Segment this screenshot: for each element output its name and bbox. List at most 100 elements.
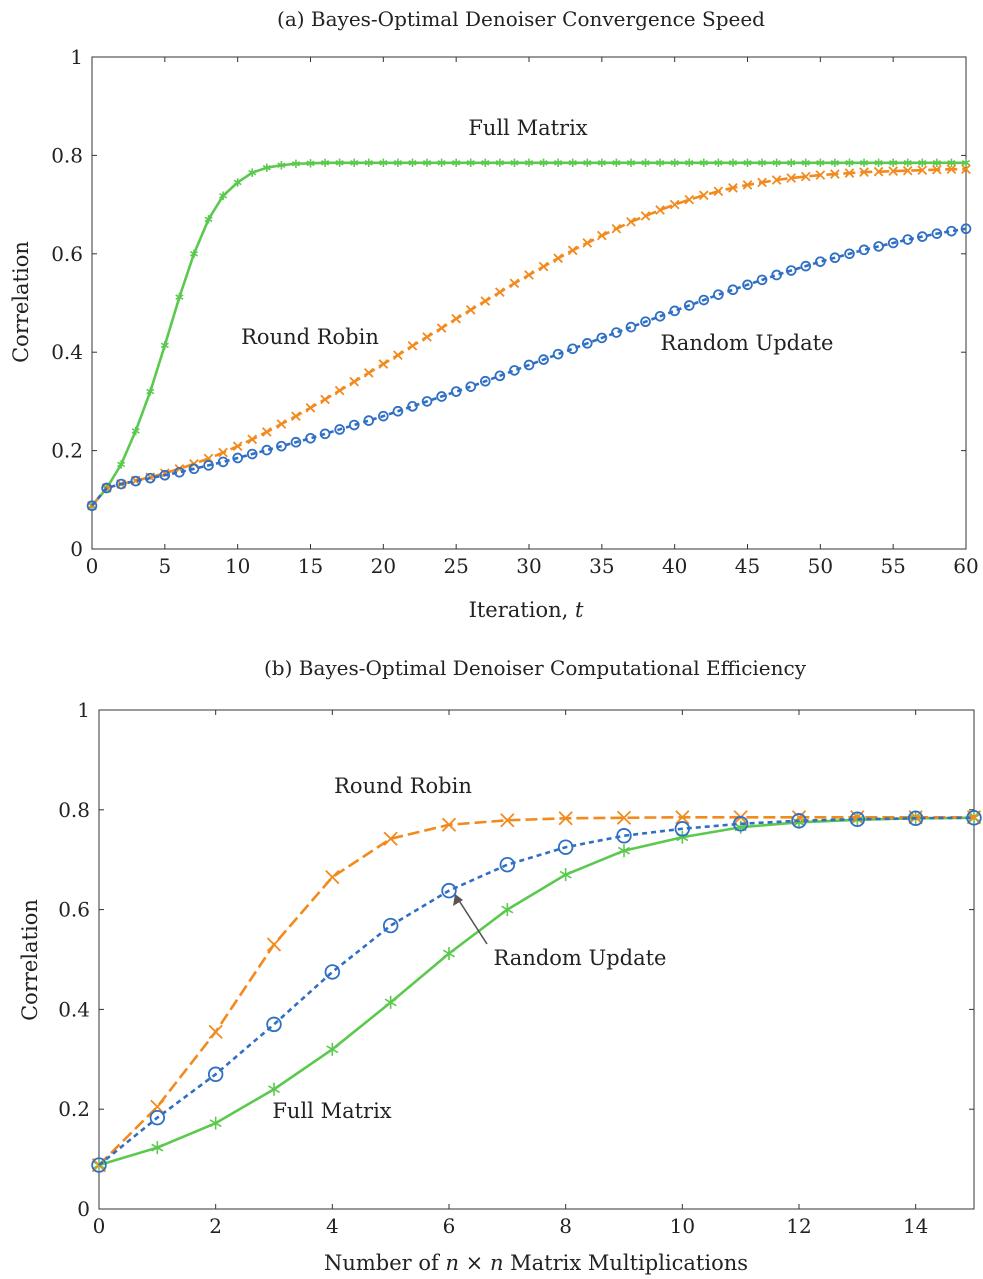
series-line-round-robin [90, 167, 966, 507]
data-point [728, 158, 737, 167]
data-point [888, 166, 899, 176]
data-point [325, 870, 340, 885]
data-point [907, 810, 924, 827]
data-point [771, 175, 782, 185]
data-point [175, 292, 184, 302]
data-point [291, 159, 300, 168]
data-point [437, 158, 446, 167]
data-point [889, 158, 898, 167]
data-point [276, 419, 287, 429]
data-point [393, 158, 402, 167]
data-point [246, 448, 258, 460]
data-point [363, 415, 375, 426]
x-axis-label: Iteration, t [469, 598, 584, 622]
data-point [800, 260, 812, 272]
chart-panel-a: (a) Bayes-Optimal Denoiser Convergence S… [9, 7, 979, 622]
data-point [494, 370, 506, 382]
data-point [670, 158, 679, 167]
data-point [203, 460, 214, 471]
data-point [144, 472, 156, 484]
data-point [451, 313, 462, 324]
data-point [150, 1099, 165, 1114]
series-random-update [86, 223, 972, 512]
data-point [219, 191, 228, 200]
data-point [874, 158, 883, 167]
data-point [932, 164, 942, 175]
data-point [830, 169, 840, 179]
data-point [727, 284, 739, 296]
x-tick-label: 6 [443, 1214, 456, 1238]
data-point [392, 405, 404, 417]
data-point [966, 810, 982, 826]
data-point [324, 964, 341, 980]
data-point [276, 440, 287, 452]
x-tick-label: 50 [808, 554, 833, 578]
chart-panel-b: (b) Bayes-Optimal Denoiser Computational… [18, 656, 982, 1275]
data-point [117, 460, 126, 469]
data-point [931, 228, 943, 239]
data-point [554, 158, 563, 167]
data-point [86, 500, 98, 512]
data-point [538, 261, 549, 272]
data-point [247, 434, 258, 445]
data-point [845, 158, 854, 167]
data-point [501, 903, 514, 917]
y-tick-label: 0.6 [58, 898, 90, 922]
data-point [742, 180, 753, 190]
data-point [290, 436, 302, 448]
data-point [873, 166, 884, 177]
data-point [772, 158, 781, 167]
data-point [596, 230, 607, 241]
data-point [815, 170, 826, 180]
plot-area [86, 158, 972, 512]
data-point [160, 341, 169, 350]
data-point [499, 856, 516, 873]
data-point [334, 385, 345, 396]
data-point [452, 158, 461, 167]
data-point [266, 1016, 282, 1033]
data-point [465, 305, 476, 315]
data-point [916, 231, 928, 242]
x-axis-label: Number of n × n Matrix Multiplications [324, 1251, 748, 1275]
data-point [450, 386, 462, 397]
data-point [261, 444, 273, 456]
data-point [524, 158, 534, 167]
data-point [495, 158, 504, 167]
data-point [641, 158, 650, 167]
y-axis-label: Correlation [9, 241, 33, 363]
y-tick-label: 0.6 [51, 242, 83, 266]
data-point [248, 168, 257, 177]
series-line-full-matrix [91, 161, 966, 507]
x-tick-label: 12 [786, 1214, 811, 1238]
data-point [675, 810, 690, 825]
data-point [384, 995, 397, 1009]
data-point [611, 223, 622, 234]
y-axis-label: Correlation [18, 899, 42, 1021]
data-point [364, 158, 373, 167]
annotation-round-robin: Round Robin [334, 774, 472, 798]
data-point [188, 463, 200, 475]
data-point [728, 183, 738, 193]
data-point [791, 813, 807, 829]
annotation-random-update: Random Update [661, 331, 834, 355]
data-point [616, 828, 632, 844]
data-point [685, 158, 694, 167]
data-point [815, 256, 826, 267]
data-point [266, 937, 282, 952]
data-point [436, 391, 447, 402]
data-point [568, 158, 577, 167]
data-point [208, 1024, 223, 1039]
data-point [617, 844, 631, 858]
data-point [698, 190, 709, 201]
x-tick-label: 2 [209, 1214, 222, 1238]
y-tick-label: 0.8 [51, 143, 83, 167]
x-tick-label: 4 [326, 1214, 339, 1238]
data-point [305, 402, 316, 413]
y-tick-label: 0.8 [58, 798, 90, 822]
data-point [495, 287, 505, 298]
data-point [363, 368, 374, 378]
data-point [625, 321, 637, 333]
data-point [422, 332, 432, 342]
data-point [481, 158, 490, 167]
chart-title: (a) Bayes-Optimal Denoiser Convergence S… [277, 7, 765, 31]
